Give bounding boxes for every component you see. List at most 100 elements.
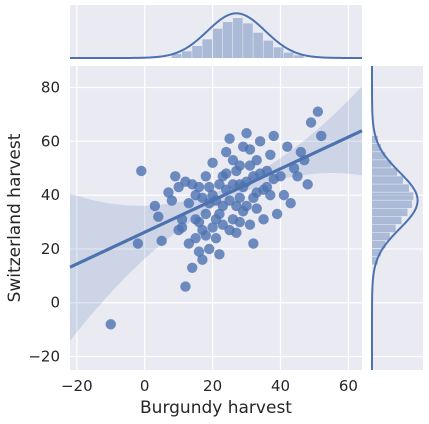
scatter-point xyxy=(183,238,195,249)
marginal-x-bar xyxy=(253,32,263,58)
scatter-point xyxy=(288,163,300,174)
x-axis-label: Burgundy harvest xyxy=(140,398,292,418)
marginal-y-bar xyxy=(372,152,386,160)
scatter-point xyxy=(132,238,144,249)
marginal-x-bar xyxy=(192,46,202,58)
scatter-point xyxy=(193,181,205,193)
scatter-point xyxy=(278,189,290,201)
scatter-point xyxy=(166,195,178,206)
scatter-point xyxy=(234,160,245,171)
marginal-y-kde xyxy=(371,65,419,370)
scatter-point xyxy=(251,203,262,214)
x-tick-label: 20 xyxy=(203,377,222,395)
scatter-point xyxy=(210,232,222,244)
scatter-point xyxy=(200,230,212,241)
scatter-point xyxy=(299,154,310,166)
scatter-point xyxy=(190,189,201,201)
x-tick-label: 0 xyxy=(140,377,150,395)
scatter-point xyxy=(193,216,205,228)
scatter-point xyxy=(200,208,212,220)
marginal-x-bar xyxy=(212,28,223,58)
scatter-point xyxy=(224,224,235,236)
scatter-point xyxy=(251,154,262,166)
scatter-point xyxy=(173,224,184,236)
scatter-point xyxy=(241,128,252,139)
scatter-point xyxy=(316,130,327,142)
scatter-point xyxy=(136,165,147,177)
scatter-point xyxy=(271,208,283,220)
scatter-point xyxy=(180,281,191,292)
scatter-point xyxy=(204,243,215,255)
marginal-y-bar xyxy=(372,224,396,233)
axis-labels: Burgundy harvest Switzerland harvest xyxy=(5,133,292,418)
y-tick-label: −20 xyxy=(28,348,60,366)
scatter-point xyxy=(220,168,232,179)
scatter-point xyxy=(163,187,174,198)
scatter-point xyxy=(217,200,228,212)
marginal-y-bar xyxy=(372,160,392,168)
y-axis-label: Switzerland harvest xyxy=(5,133,25,302)
scatter-point xyxy=(241,200,252,212)
scatter-point xyxy=(224,133,235,144)
scatter-point xyxy=(244,144,256,155)
scatter-point xyxy=(234,216,245,228)
scatter-point xyxy=(261,181,273,193)
marginal-x-bar xyxy=(283,52,294,58)
scatter-point xyxy=(292,171,303,182)
scatter-point xyxy=(183,198,195,209)
scatter-point xyxy=(268,173,279,185)
scatter-point xyxy=(265,149,276,160)
scatter-point xyxy=(214,249,225,260)
scatter-point xyxy=(149,200,161,212)
marginal-x-panel xyxy=(70,5,363,59)
scatter-point xyxy=(282,141,293,152)
scatter-point xyxy=(305,117,317,128)
y-tick-label: 80 xyxy=(41,79,60,97)
marginal-x-bar xyxy=(294,55,304,58)
marginal-y-bar xyxy=(372,192,414,200)
scatter-point xyxy=(237,181,249,193)
marginal-y-background xyxy=(372,66,423,370)
scatter-point xyxy=(302,179,313,190)
scatter-point xyxy=(204,198,215,209)
marginal-y-bar xyxy=(372,200,412,208)
marginal-y-bar xyxy=(372,184,409,192)
scatter-point xyxy=(207,157,218,169)
scatter-point xyxy=(227,179,239,190)
scatter-point xyxy=(193,246,205,257)
marginal-x-bar xyxy=(232,18,243,58)
marginal-y-bar xyxy=(372,168,398,176)
y-tick-label: 0 xyxy=(50,294,60,312)
marginal-x-bar xyxy=(171,54,182,58)
marginal-x-bar xyxy=(273,47,284,58)
y-tick-label: 20 xyxy=(41,240,60,258)
scatter-point xyxy=(234,192,245,204)
scatter-point xyxy=(187,262,198,273)
y-tick-label: 40 xyxy=(41,186,60,204)
x-tick-label: 40 xyxy=(271,377,290,395)
marginal-x-bar xyxy=(182,51,192,58)
scatter-point xyxy=(207,222,218,233)
regression-ci-band xyxy=(70,86,362,341)
scatter-point xyxy=(153,211,164,222)
marginal-y-bar xyxy=(372,216,402,225)
marginal-x-kde xyxy=(70,12,363,59)
marginal-x-background xyxy=(70,5,362,58)
scatter-panel: −20 0 20 40 60 −20 0 20 40 60 80 xyxy=(28,66,363,395)
marginal-y-bar xyxy=(372,144,381,152)
scatter-point xyxy=(254,136,266,147)
marginal-y-bar xyxy=(372,135,378,144)
x-tick-label: −20 xyxy=(61,377,93,395)
marginal-x-bar xyxy=(222,22,233,59)
scatter-point xyxy=(265,189,276,201)
marginal-y-bar xyxy=(372,232,390,241)
marginal-y-bar xyxy=(372,176,404,184)
marginal-y-bar xyxy=(372,208,408,217)
marginal-x-bar xyxy=(263,40,274,58)
scatter-point xyxy=(258,214,269,225)
scatter-point xyxy=(156,235,167,247)
scatter-point xyxy=(251,187,262,198)
scatter-point xyxy=(200,171,212,182)
